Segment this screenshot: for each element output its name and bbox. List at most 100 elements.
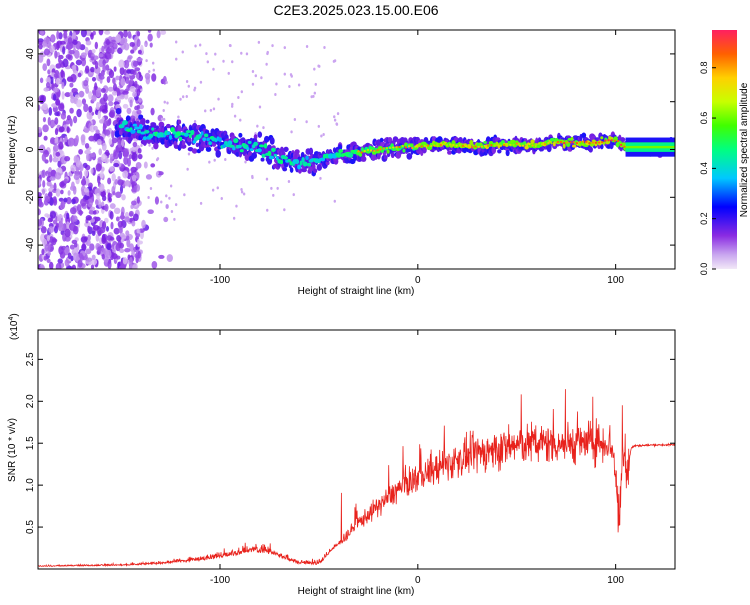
heatmap-cell: [132, 141, 138, 148]
heatmap-cell: [38, 40, 43, 45]
heatmap-cell: [249, 148, 254, 152]
heatmap-cell: [469, 139, 474, 146]
heatmap-cell: [151, 61, 155, 65]
heatmap-cell: [53, 198, 58, 206]
heatmap-cell: [333, 199, 336, 203]
heatmap-cell: [53, 225, 59, 234]
heatmap-cell: [109, 210, 114, 220]
heatmap-cell: [49, 154, 53, 163]
heatmap-cell: [115, 103, 121, 109]
heatmap-cell: [76, 108, 82, 118]
heatmap-cell: [137, 147, 142, 154]
heatmap-cell: [521, 144, 525, 147]
heatmap-cell: [233, 137, 239, 144]
heatmap-cell: [253, 141, 259, 146]
heatmap-cell: [66, 212, 70, 220]
heatmap-cell: [228, 43, 232, 47]
heatmap-cell: [55, 262, 62, 269]
heatmap-cell: [71, 198, 76, 205]
heatmap-cell: [118, 265, 125, 269]
heatmap-cell: [131, 146, 137, 152]
heatmap-cell: [260, 76, 263, 80]
heatmap-cell: [42, 116, 47, 123]
heatmap-cell: [283, 72, 286, 76]
heatmap-cell: [505, 149, 510, 157]
heatmap-cell: [73, 252, 78, 262]
heatmap-cell: [214, 52, 217, 56]
spectrogram-axes: -100 0 100 -40 -20 0 20 40: [25, 30, 675, 286]
heatmap-cell: [247, 140, 252, 145]
heatmap-cell: [78, 90, 85, 98]
heatmap-cell: [169, 134, 173, 140]
heatmap-cell: [385, 146, 389, 150]
heatmap-cell: [44, 243, 51, 252]
heatmap-cell: [115, 107, 122, 115]
0-ytick-label: -40: [25, 237, 36, 252]
heatmap-cell: [314, 82, 317, 86]
heatmap-cell: [71, 87, 78, 94]
heatmap-cell: [335, 152, 342, 158]
snr-ylabel: SNR (10 * v/v): [7, 418, 18, 482]
heatmap-cell: [60, 200, 66, 210]
heatmap-cell: [471, 146, 474, 149]
heatmap-cell: [369, 149, 373, 152]
heatmap-cell: [103, 93, 108, 102]
heatmap-cell: [122, 148, 129, 157]
heatmap-cell: [175, 57, 178, 61]
heatmap-cell: [50, 119, 56, 128]
heatmap-cell: [591, 141, 594, 144]
heatmap-cell: [58, 103, 65, 112]
heatmap-cell: [54, 50, 58, 59]
heatmap-cell: [85, 199, 89, 205]
heatmap-cell: [126, 238, 131, 248]
heatmap-cell: [588, 142, 591, 145]
heatmap-cell: [181, 140, 186, 146]
heatmap-cell: [534, 143, 537, 146]
heatmap-cell: [127, 157, 131, 167]
heatmap-cell: [121, 194, 126, 201]
heatmap-cell: [562, 143, 566, 149]
heatmap-cell: [553, 141, 556, 144]
heatmap-cell: [275, 82, 278, 86]
heatmap-cell: [110, 46, 115, 55]
heatmap-cell: [38, 201, 44, 208]
heatmap-cell: [136, 38, 141, 48]
heatmap-cell: [240, 188, 243, 192]
heatmap-cell: [333, 115, 336, 119]
heatmap-cell: [227, 71, 230, 75]
heatmap-cell: [269, 137, 275, 145]
snr-frame: [37, 329, 676, 570]
heatmap-cell: [94, 199, 99, 206]
heatmap-cell: [181, 50, 184, 54]
heatmap-cell: [58, 221, 64, 230]
heatmap-cell: [366, 148, 370, 151]
heatmap-cell: [240, 51, 243, 55]
heatmap-cell: [136, 109, 142, 115]
heatmap-cell: [496, 142, 499, 145]
heatmap-cell: [58, 246, 64, 255]
spectrogram-panel: -100 0 100 -40 -20 0 20 40 Height of straight l…: [7, 29, 676, 297]
heatmap-cell: [91, 94, 97, 102]
heatmap-cell: [105, 149, 110, 156]
heatmap-cell: [120, 211, 125, 221]
heatmap-cell: [129, 243, 135, 252]
heatmap-cell: [115, 191, 122, 199]
heatmap-cell: [92, 210, 97, 215]
heatmap-cell: [449, 143, 452, 146]
heatmap-cell: [108, 111, 115, 118]
heatmap-cell: [499, 144, 503, 147]
heatmap-cell: [297, 83, 301, 87]
heatmap-cell: [101, 253, 105, 260]
heatmap-cell: [48, 190, 53, 198]
heatmap-cell: [54, 172, 62, 180]
heatmap-cell: [147, 195, 150, 199]
heatmap-cell: [195, 142, 200, 148]
heatmap-cell: [96, 192, 100, 201]
heatmap-cell: [119, 248, 125, 254]
heatmap-cell: [122, 103, 129, 109]
heatmap-cell: [187, 152, 191, 156]
heatmap-cell: [106, 46, 112, 54]
heatmap-cell: [128, 154, 133, 160]
heatmap-cell: [80, 52, 87, 58]
